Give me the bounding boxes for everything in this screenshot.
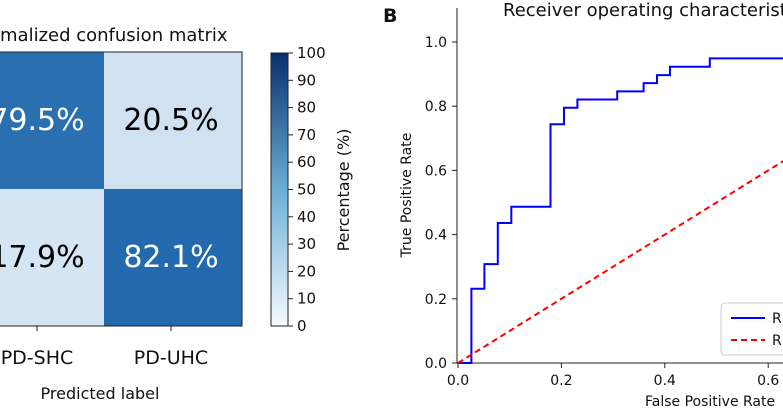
x-tick-label: 0.0 (447, 373, 469, 389)
random-baseline-line (457, 160, 783, 364)
confusion-matrix-title: malized confusion matrix (0, 25, 228, 46)
x-axis-label: Predicted label (41, 384, 160, 403)
matrix-cell-label: 82.1% (123, 240, 218, 275)
colorbar-tick-label: 10 (297, 290, 316, 308)
y-tick-label: 0.6 (425, 163, 447, 179)
y-axis-label: True Positive Rate (399, 133, 415, 259)
x-tick-label: 0.2 (550, 373, 572, 389)
confusion-matrix-panel: malized confusion matrix 79.5% 20.5% 17.9%… (0, 25, 243, 403)
matrix-cell-label: 17.9% (0, 240, 85, 275)
colorbar-tick-label: 90 (297, 71, 316, 89)
colorbar-tick-label: 0 (297, 317, 307, 335)
y-tick-label: 0.0 (425, 356, 447, 372)
y-tick-label: 1.0 (425, 35, 447, 51)
colorbar-tick-label: 50 (297, 181, 316, 199)
roc-title: Receiver operating characteristic (503, 0, 783, 21)
roc-panel: B Receiver operating characteristic 0.00… (383, 0, 783, 410)
roc-curve-line (458, 57, 783, 364)
matrix-cell (104, 52, 242, 189)
matrix-cell (0, 189, 104, 326)
x-tick-label: 0.6 (757, 373, 779, 389)
x-tick-label-pd-shc: PD-SHC (1, 347, 74, 369)
panel-label-b: B (383, 5, 397, 27)
legend-label-random: R (772, 333, 782, 349)
y-tick-label: 0.8 (425, 99, 447, 115)
colorbar-gradient (270, 52, 289, 327)
matrix-frame (0, 51, 243, 327)
matrix-cell-label: 20.5% (123, 103, 218, 138)
colorbar-tick-label: 80 (297, 99, 316, 117)
colorbar-tick-label: 60 (297, 153, 316, 171)
matrix-cell (104, 189, 242, 326)
matrix-cell-label: 79.5% (0, 103, 85, 138)
y-tick-label: 0.4 (425, 228, 447, 244)
colorbar-tick-label: 70 (297, 126, 316, 144)
colorbar-tick-label: 30 (297, 235, 316, 253)
colorbar-tick-label: 20 (297, 262, 316, 280)
x-tick-label-pd-uhc: PD-UHC (134, 347, 208, 369)
colorbar-tick-label: 100 (297, 44, 326, 62)
y-tick-label: 0.2 (425, 292, 447, 308)
x-axis-label: False Positive Rate (645, 394, 775, 410)
legend-label-roc: R (772, 311, 782, 327)
matrix-cell (0, 52, 104, 189)
colorbar: 0 10 20 30 40 50 60 70 80 90 100 Percentage (%) (270, 44, 353, 335)
colorbar-tick-label: 40 (297, 208, 316, 226)
colorbar-label: Percentage (%) (334, 129, 353, 252)
legend: R R (720, 302, 783, 356)
x-tick-label: 0.4 (654, 373, 676, 389)
legend-box (720, 302, 783, 356)
